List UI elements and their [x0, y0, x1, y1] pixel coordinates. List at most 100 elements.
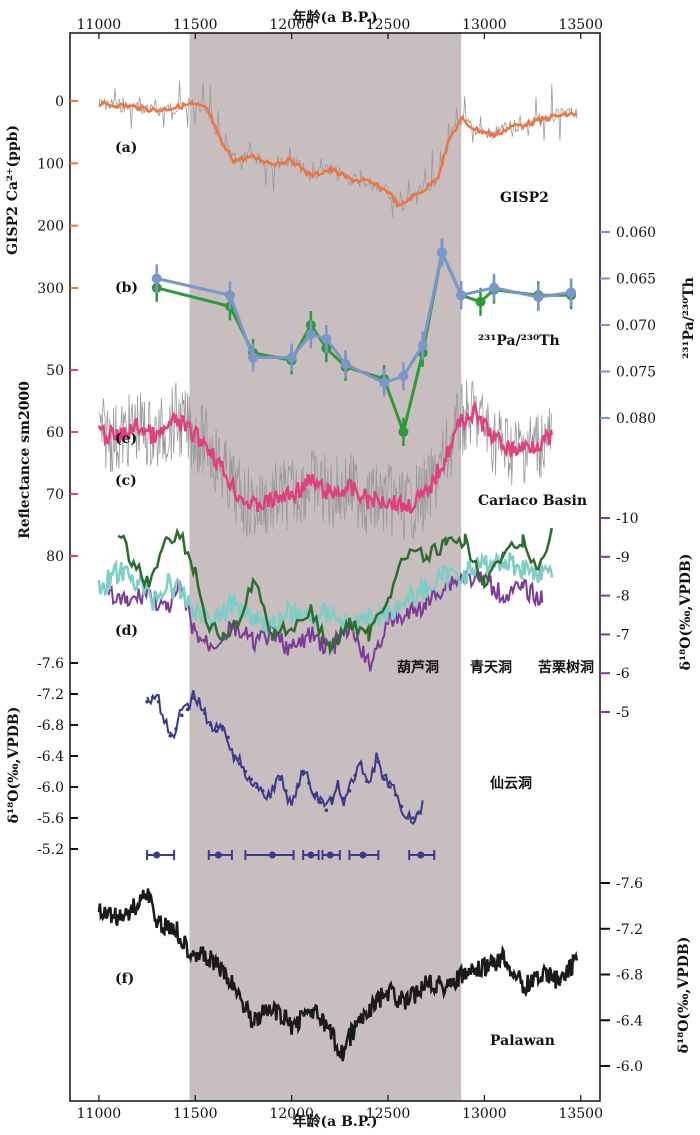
- pa-point: [224, 290, 235, 301]
- xianyun-point: [185, 707, 190, 712]
- xianyun-point: [341, 796, 346, 801]
- pa-point: [533, 292, 544, 303]
- d18o_d-tick-label: -8: [616, 589, 630, 605]
- pa-point: [456, 290, 467, 301]
- series-label-palawan: Palawan: [490, 1033, 555, 1049]
- x-tick-label-top: 12500: [366, 17, 411, 33]
- dating-point: [417, 851, 425, 859]
- pa-point: [286, 352, 297, 363]
- xianyun-point: [249, 777, 253, 782]
- xianyun-point: [393, 792, 398, 797]
- pa_th-tick-label: 0.075: [616, 365, 656, 381]
- xianyun-point: [365, 779, 369, 783]
- x-axis-title-bottom: 年龄(a B.P.): [293, 1113, 378, 1130]
- xianyun-point: [382, 777, 386, 782]
- pa-point: [305, 329, 316, 340]
- xianyun-point: [347, 789, 352, 793]
- pa_th-tick-label: 0.070: [616, 318, 656, 334]
- dating-point: [153, 851, 161, 859]
- gisp2-tick-label: 200: [37, 219, 64, 235]
- labels-layer: 年龄(a B.P.) 年龄(a B.P.) GISP2 Ca²⁺(ppb) Re…: [5, 9, 697, 1130]
- xianyun-point: [353, 773, 358, 778]
- x-tick-label-bottom: 13000: [462, 1106, 507, 1122]
- xianyun-point: [336, 785, 340, 789]
- pa-point: [321, 333, 332, 344]
- reflectance-raw-line: [98, 380, 553, 541]
- d18o_e-tick-label: -6.0: [37, 780, 64, 796]
- series-label-cariaco: Cariaco Basin: [478, 493, 587, 509]
- panel-label-c: (c): [115, 473, 137, 489]
- gisp2-tick-label: 300: [37, 281, 64, 297]
- pa_th-tick-label: 0.080: [616, 411, 656, 427]
- xianyun-point: [272, 785, 277, 789]
- d18o_f-tick-label: -7.6: [616, 876, 643, 892]
- d18o_d-tick-label: -6: [616, 666, 630, 682]
- series-layer: [97, 80, 579, 1062]
- xianyun-point: [156, 699, 161, 704]
- kuli-line: [97, 551, 554, 635]
- xianyun-point: [289, 800, 294, 805]
- pa-point: [151, 273, 162, 284]
- background-layer: [189, 33, 462, 1101]
- pa-th-axis-title: ²³¹Pa/²³⁰Th: [681, 277, 697, 359]
- gisp2-axis-title: GISP2 Ca²⁺(ppb): [5, 125, 21, 255]
- x-tick-label-bottom: 13500: [558, 1106, 603, 1122]
- d18o_e-tick-label: -7.6: [37, 656, 64, 672]
- d18o_d-tick-label: -5: [616, 705, 630, 721]
- x-axis-title-top: 年龄(a B.P.): [293, 9, 378, 26]
- d18o_d-tick-label: -10: [616, 511, 639, 527]
- xianyun-point: [278, 777, 282, 782]
- pa-point: [379, 377, 390, 388]
- pa-point: [248, 352, 259, 363]
- xianyun-point: [284, 789, 288, 793]
- pa-point: [398, 426, 409, 437]
- xianyun-point: [388, 785, 392, 789]
- dating-point: [307, 851, 315, 859]
- dating-point: [214, 851, 222, 859]
- series-label-hulu: 葫芦洞: [397, 659, 439, 676]
- xianyun-point: [330, 796, 334, 801]
- xianyun-point: [255, 785, 259, 789]
- gisp2-tick-label: 100: [37, 156, 64, 172]
- pa_th-tick-label: 0.060: [616, 225, 656, 241]
- qingtian-line: [117, 527, 554, 656]
- pa-point: [417, 340, 428, 351]
- palawan-line: [97, 888, 579, 1062]
- panel-label-e: (e): [115, 431, 137, 447]
- x-tick-label-bottom: 11500: [173, 1106, 218, 1122]
- xianyun-point: [151, 695, 155, 699]
- series-label-pa: ²³¹Pa/²³⁰Th: [478, 333, 560, 349]
- dating-point: [326, 851, 334, 859]
- xianyun-point: [197, 699, 201, 704]
- reflectance-axis-title: Reflectance sm2000: [17, 381, 33, 539]
- d18o_e-tick-label: -6.8: [37, 718, 64, 734]
- series-label-gisp2: GISP2: [500, 190, 549, 206]
- reflectance-tick-label: 50: [46, 363, 64, 379]
- panel-label-f: (f): [115, 971, 134, 987]
- younger-dryas-shading: [189, 33, 462, 1101]
- d18o_f-tick-label: -7.2: [616, 922, 643, 938]
- pa-point: [489, 282, 499, 293]
- gisp2-tick-label: 0: [55, 94, 64, 110]
- xianyun-point: [226, 735, 230, 740]
- d18o-f-axis-title: δ¹⁸O(‰,VPDB): [676, 937, 692, 1054]
- xianyun-point: [405, 816, 410, 820]
- series-label-qingtian: 青天洞: [470, 659, 512, 676]
- d18o_e-tick-label: -5.2: [37, 842, 64, 858]
- d18o-e-axis-title: δ¹⁸O(‰,VPDB): [6, 707, 22, 824]
- panel-label-a: (a): [115, 140, 137, 156]
- x-tick-label-bottom: 12500: [366, 1106, 411, 1122]
- pa-point: [398, 371, 409, 382]
- x-tick-label-top: 11000: [77, 17, 122, 33]
- xianyun-point: [359, 761, 363, 766]
- x-tick-label-bottom: 12000: [269, 1106, 314, 1122]
- panel-label-b: (b): [115, 280, 138, 296]
- xianyun-point: [376, 760, 381, 764]
- xianyun-point: [208, 723, 213, 727]
- xianyun-point: [370, 769, 375, 774]
- d18o_f-tick-label: -6.0: [616, 1059, 643, 1075]
- axes-layer: 11000 11000 11500 11500 12000 12000 12500 12500…: [37, 17, 656, 1122]
- xianyun-point: [301, 769, 306, 774]
- x-tick-label-bottom: 11000: [77, 1106, 122, 1122]
